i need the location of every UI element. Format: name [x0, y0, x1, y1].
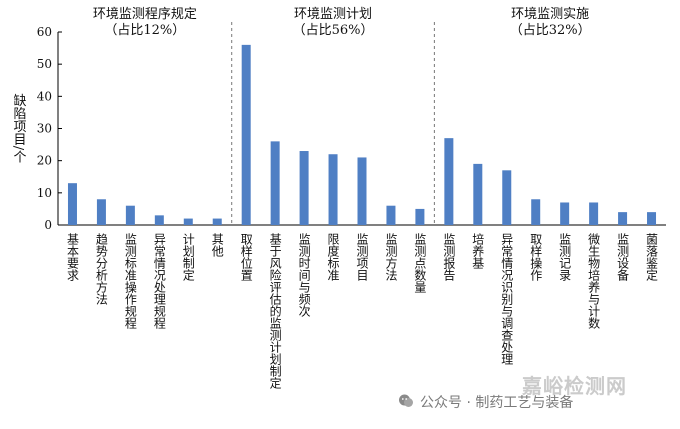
category-label: 取样操作 — [529, 233, 543, 281]
y-tick-label: 50 — [37, 57, 52, 71]
category-label: 培养基 — [471, 232, 485, 269]
group-share: （占比12%） — [104, 23, 185, 38]
bar — [299, 151, 309, 225]
y-tick-label: 0 — [44, 218, 52, 232]
category-label: 计划制定 — [181, 233, 195, 282]
group-title: 环境监测实施 — [511, 7, 589, 22]
y-tick-label: 20 — [37, 154, 52, 168]
category-label: 取样位置 — [239, 233, 253, 281]
category-label: 基于风险评估的监测计划制定 — [268, 233, 282, 390]
bar — [357, 157, 367, 225]
watermark-account: 公众号 · 制药工艺与装备 — [420, 395, 574, 411]
y-axis-label: 缺陷项目/个 — [11, 94, 27, 163]
wechat-icon — [399, 394, 413, 407]
category-label: 监测点数量 — [413, 233, 427, 293]
category-label: 其他 — [210, 233, 224, 257]
category-label: 趋势分析方法 — [94, 233, 108, 305]
category-label: 监测项目 — [355, 233, 369, 281]
category-label: 监测报告 — [442, 233, 456, 281]
category-label: 监测标准操作规程 — [123, 233, 137, 330]
bar — [444, 138, 454, 225]
bar — [531, 199, 541, 225]
bar — [473, 163, 483, 225]
watermark-site: 嘉峪检测网 — [522, 374, 627, 398]
bar — [589, 202, 599, 225]
bar — [125, 205, 135, 225]
category-label: 菌落鉴定 — [645, 233, 659, 282]
bar — [415, 208, 425, 225]
category-label: 监测方法 — [384, 233, 398, 281]
category-label: 异常情况处理规程 — [152, 233, 166, 330]
group-title: 环境监测程序规定 — [93, 7, 197, 22]
y-tick-label: 40 — [37, 89, 52, 103]
bar — [154, 215, 164, 225]
bar — [270, 141, 280, 225]
category-label: 监测设备 — [616, 233, 630, 282]
bar — [647, 212, 657, 225]
bar — [67, 183, 77, 225]
bar — [328, 154, 338, 225]
bar — [502, 170, 512, 225]
category-label: 微生物培养与计数 — [587, 233, 601, 330]
bar — [241, 44, 251, 225]
group-share: （占比32%） — [510, 23, 591, 38]
group-share: （占比56%） — [293, 23, 374, 38]
y-tick-label: 10 — [37, 186, 52, 200]
group-title: 环境监测计划 — [294, 7, 372, 22]
bar — [183, 218, 193, 225]
bar — [618, 212, 628, 225]
category-label: 监测记录 — [558, 233, 572, 281]
y-tick-label: 30 — [37, 122, 52, 136]
category-label: 限度标准 — [326, 233, 340, 281]
category-label: 异常情况识别与调查处理 — [500, 233, 514, 365]
category-label: 基本要求 — [65, 233, 79, 281]
bar — [560, 202, 570, 225]
bar — [96, 199, 106, 225]
category-label: 监测时间与频次 — [297, 233, 311, 318]
bar — [212, 218, 222, 225]
y-tick-label: 60 — [37, 25, 52, 39]
bar — [386, 205, 396, 225]
